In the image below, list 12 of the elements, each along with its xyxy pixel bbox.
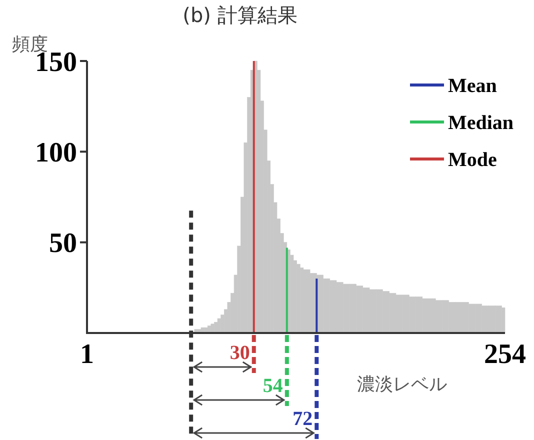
text: 30 [230, 342, 250, 364]
legend-label: Mode [448, 149, 497, 171]
x-tick-label: 1 [80, 339, 94, 370]
y-tick-label: 50 [49, 228, 77, 260]
text: 54 [262, 375, 283, 397]
text: 72 [292, 408, 313, 430]
y-tick-label: 100 [35, 137, 77, 168]
chart-title: (b) 計算結果 [182, 3, 298, 27]
legend-label: Median [448, 112, 514, 134]
legend-label: Mean [448, 75, 497, 97]
x-axis-title: 濃淡レベル [357, 374, 447, 395]
x-tick-label: 254 [484, 339, 526, 370]
